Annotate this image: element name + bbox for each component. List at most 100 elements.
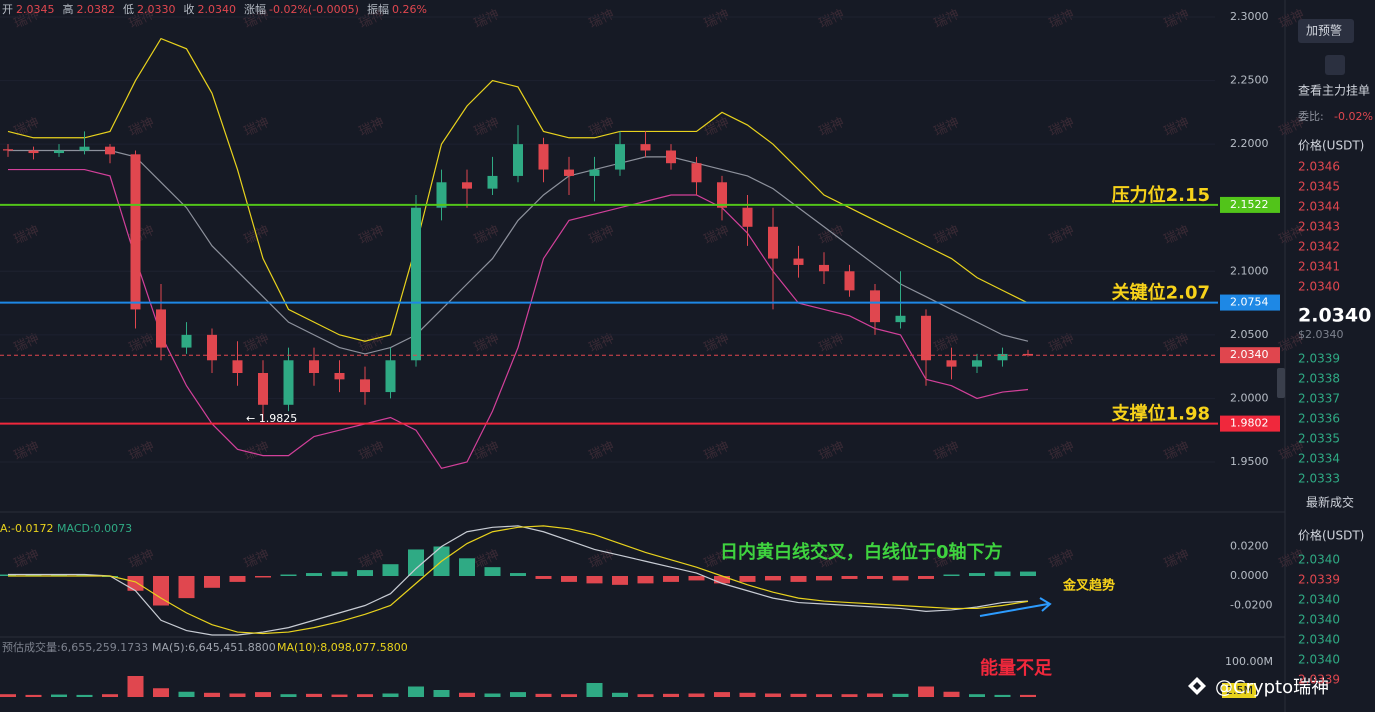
volume-bar <box>586 683 603 697</box>
bid-price: 2.0337 <box>1298 392 1340 406</box>
last-usd: $2.0340 <box>1298 328 1344 341</box>
alert-button[interactable] <box>1298 19 1354 43</box>
macd-bar <box>1020 571 1036 576</box>
candle-body <box>615 144 625 170</box>
volume-bar <box>765 693 781 697</box>
macd-bar <box>204 576 220 588</box>
macd-bar <box>637 576 654 584</box>
header-label: 开 <box>2 3 13 16</box>
macd-bar <box>306 573 322 576</box>
candle-body <box>895 315 906 323</box>
macd-bar <box>739 576 756 582</box>
bollinger-line <box>8 168 1029 470</box>
trade-price: 2.0340 <box>1298 633 1340 647</box>
candle-body <box>283 360 294 405</box>
candle-body <box>742 207 753 227</box>
trade-price: 2.0339 <box>1298 673 1340 687</box>
main-orders: 查看主力挂单 <box>1298 84 1370 98</box>
level-label: 2.0340 <box>1230 348 1269 361</box>
candle-body <box>130 154 141 310</box>
volume-bar <box>969 694 985 697</box>
volume-bar <box>382 693 399 697</box>
macd-note: 日内黄白线交叉，白线位于0轴下方 <box>720 541 1003 563</box>
ask-price: 2.0344 <box>1298 200 1340 214</box>
candle-body <box>105 146 115 155</box>
candle-body <box>156 309 166 348</box>
macd-bar <box>255 576 271 578</box>
bid-price: 2.0335 <box>1298 432 1340 446</box>
volume-bar <box>994 694 1011 697</box>
collapse-handle[interactable] <box>1277 368 1285 398</box>
header-value: -0.02%(-0.0005) <box>269 3 359 16</box>
bollinger-line <box>8 149 1029 355</box>
candle-body <box>462 182 472 189</box>
macd-bar <box>484 567 501 576</box>
candle-body <box>1023 353 1033 356</box>
candle-body <box>3 149 13 151</box>
ratio: -0.02% <box>1334 110 1373 123</box>
candle-body <box>717 182 727 208</box>
candle-body <box>844 271 855 291</box>
trade-price: 2.0340 <box>1298 553 1340 567</box>
y-tick-label: 2.2000 <box>1230 137 1269 150</box>
volume-bar <box>102 694 118 697</box>
candle-body <box>232 360 243 373</box>
view-toggle[interactable] <box>1325 55 1345 75</box>
bid-price: 2.0336 <box>1298 412 1340 426</box>
macd-bar <box>994 571 1011 576</box>
header-label: 振幅 <box>367 2 389 16</box>
candle-body <box>768 226 778 259</box>
macd-tick-label: -0.0200 <box>1230 599 1272 612</box>
macd-bar <box>357 570 373 576</box>
volume-bar <box>510 692 526 697</box>
volume-bar <box>561 694 577 697</box>
volume-ma10: MA(10):8,098,077.5800 <box>277 641 408 654</box>
macd-bar <box>816 576 832 581</box>
candle-body <box>28 150 39 154</box>
y-tick-label: 1.9500 <box>1230 455 1269 468</box>
candle-body <box>538 144 549 170</box>
ask-price: 2.0342 <box>1298 240 1340 254</box>
macd-bar <box>765 576 781 581</box>
volume-bar <box>127 676 144 697</box>
y-tick-label: 2.1000 <box>1230 264 1269 277</box>
macd-tick-label: 0.0000 <box>1230 569 1269 582</box>
trend-note: 金叉趋势 <box>1062 578 1115 594</box>
y-tick-label: 2.0000 <box>1230 391 1269 404</box>
candle-body <box>564 169 574 176</box>
ask-price: 2.0345 <box>1298 180 1340 194</box>
ask-price: 2.0341 <box>1298 260 1340 274</box>
bid-price: 2.0339 <box>1298 352 1340 366</box>
level-label: 1.9802 <box>1230 417 1269 430</box>
header-label: 涨幅 <box>244 3 266 16</box>
macd-dea-label: A:-0.0172 <box>0 522 54 535</box>
volume-bar <box>306 693 322 697</box>
level-label: 2.0754 <box>1230 296 1269 309</box>
header-value: 2.0382 <box>77 3 116 16</box>
macd-bar <box>714 576 730 584</box>
candle-body <box>258 373 268 405</box>
volume-bar <box>25 694 42 697</box>
volume-bar <box>816 694 832 697</box>
macd-bar <box>229 576 246 582</box>
macd-bar <box>867 576 883 579</box>
volume-bar <box>612 692 628 697</box>
header-label: 高 <box>63 2 74 16</box>
volume-bar <box>918 686 934 697</box>
macd-bar <box>586 576 603 584</box>
volume-last: 2.5M <box>1226 684 1253 697</box>
candle-body <box>487 175 498 189</box>
candle-body <box>385 360 396 393</box>
volume-bar <box>1020 694 1036 697</box>
candle-body <box>819 264 829 272</box>
header-value: 0.26% <box>392 3 427 16</box>
volume-bar <box>76 694 93 697</box>
candle-body <box>946 360 957 367</box>
ask-price: 2.0340 <box>1298 280 1340 294</box>
macd-bar <box>943 574 960 576</box>
header-value: 2.0345 <box>16 3 55 16</box>
y-tick-label: 2.3000 <box>1230 10 1269 23</box>
volume-est: 预估成交量:6,655,259.1733 <box>2 640 148 654</box>
